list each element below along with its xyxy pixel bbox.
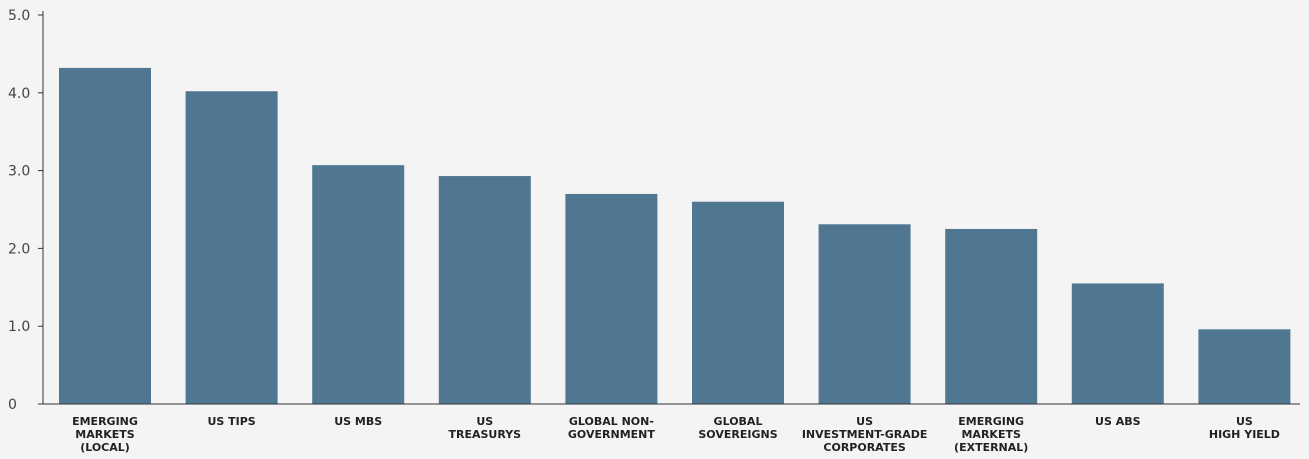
x-category-label: US TIPS: [207, 415, 255, 428]
bar: [945, 228, 1038, 404]
x-category-label: EMERGING MARKETS (EXTERNAL): [954, 415, 1028, 454]
y-tick-label: 2.0: [8, 241, 30, 257]
y-axis: 0 1.0 2.0 3.0 4.0 5.0: [8, 8, 44, 413]
x-category-label: GLOBAL NON-GOVERNMENT: [568, 415, 655, 441]
bar: [438, 176, 531, 404]
x-category-label: US MBS: [334, 415, 382, 428]
y-tick-label: 3.0: [8, 164, 30, 180]
y-tick-label: 5.0: [8, 8, 30, 24]
bar: [565, 193, 658, 404]
bar: [818, 224, 911, 404]
x-category-label: US INVESTMENT-GRADE CORPORATES: [802, 415, 928, 454]
y-tick-label: 4.0: [8, 86, 30, 102]
x-category-label: US TREASURYS: [448, 415, 521, 441]
bar: [312, 165, 405, 404]
x-category-label: US HIGH YIELD: [1209, 415, 1280, 441]
x-category-label: US ABS: [1095, 415, 1141, 428]
bar: [1071, 283, 1164, 404]
bar: [1198, 329, 1291, 404]
x-category-label: GLOBAL SOVEREIGNS: [698, 415, 777, 441]
bar: [59, 67, 151, 405]
x-axis: EMERGING MARKETS (LOCAL) US TIPS US MBS US TRE…: [43, 403, 1300, 454]
x-category-label: EMERGING MARKETS (LOCAL): [72, 415, 138, 454]
y-tick-label: 0: [8, 397, 17, 413]
bar: [692, 201, 784, 404]
bar: [185, 91, 278, 404]
bars: [59, 67, 1291, 405]
y-tick-label: 1.0: [8, 319, 30, 335]
